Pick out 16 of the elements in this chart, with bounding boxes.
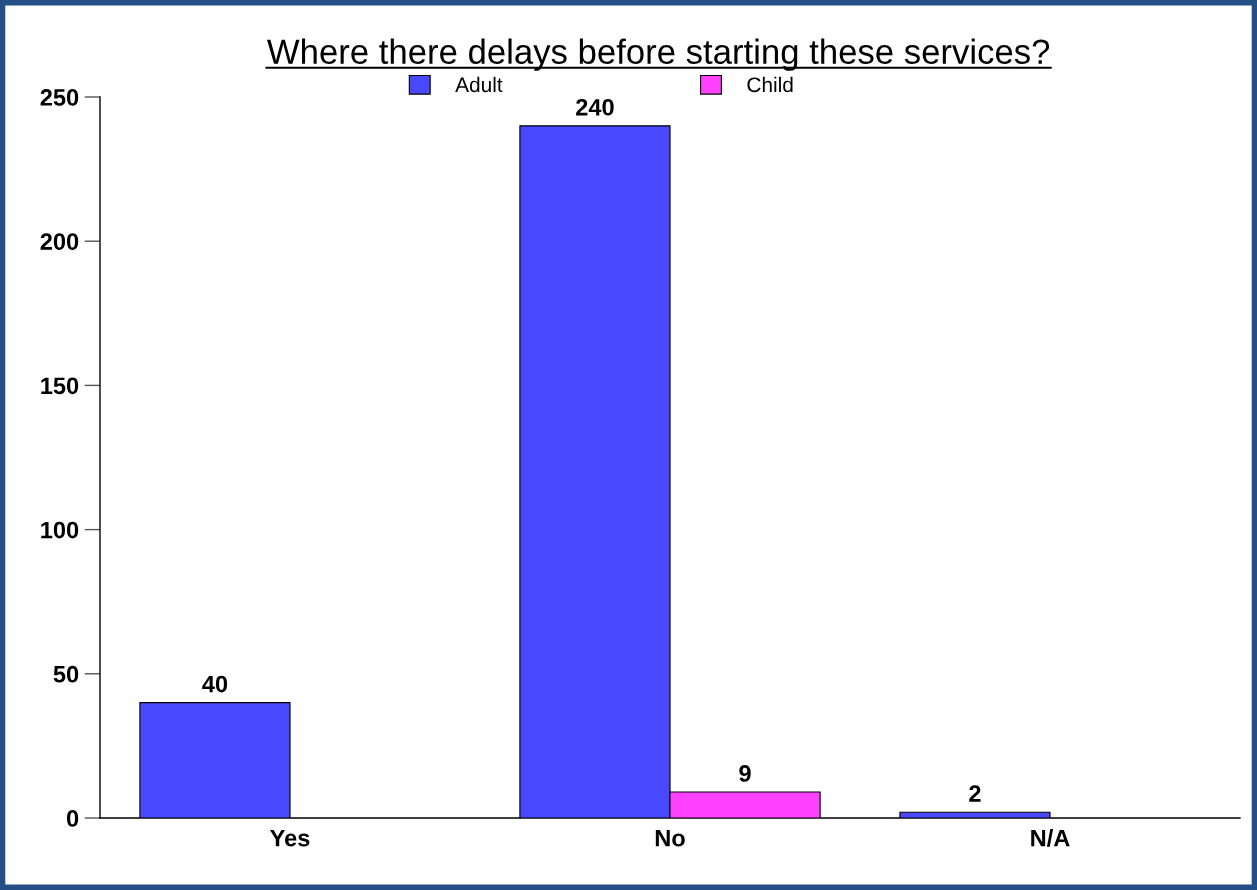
y-tick-label: 200 (40, 233, 79, 250)
y-tick-label: 0 (66, 810, 79, 827)
y-tick-label: 100 (41, 521, 79, 539)
x-tick-label: Yes (270, 829, 310, 847)
y-tick-label: 50 (53, 665, 79, 683)
data-label: 2 (969, 785, 981, 802)
legend-label: Child (747, 76, 793, 93)
y-tick-label: 150 (41, 377, 79, 395)
legend-label: Adult (455, 76, 503, 93)
data-label: 9 (739, 765, 751, 782)
y-tick-label: 250 (40, 89, 79, 106)
x-tick-label: N/A (1031, 829, 1070, 847)
chart-title: Where there delays before starting these services? (266, 38, 1050, 71)
x-tick-label: No (655, 829, 685, 847)
data-label: 240 (576, 98, 614, 116)
data-label: 40 (202, 675, 228, 693)
